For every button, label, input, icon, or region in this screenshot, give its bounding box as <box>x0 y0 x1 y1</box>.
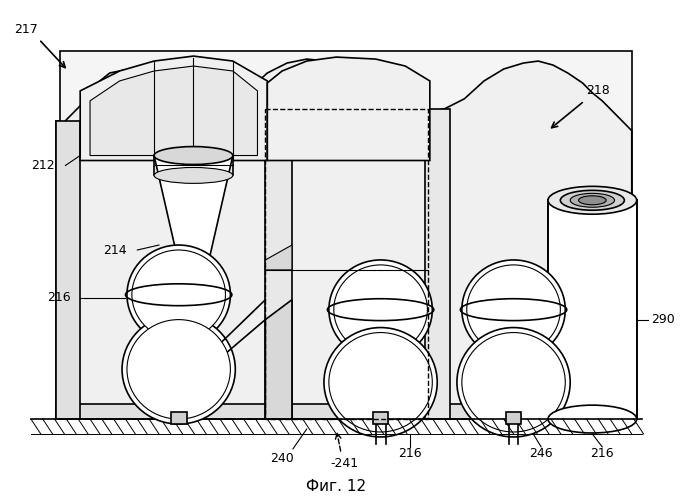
Text: 290: 290 <box>652 313 675 326</box>
Text: 212: 212 <box>31 159 54 172</box>
Text: -241: -241 <box>330 458 358 470</box>
Text: Фиг. 12: Фиг. 12 <box>306 479 366 494</box>
Text: 218: 218 <box>586 84 610 98</box>
Text: 216: 216 <box>47 291 70 304</box>
Ellipse shape <box>154 146 233 164</box>
Polygon shape <box>154 156 233 285</box>
Bar <box>266 109 428 419</box>
Text: 214: 214 <box>103 244 127 256</box>
Ellipse shape <box>178 330 208 340</box>
Ellipse shape <box>154 168 233 184</box>
Polygon shape <box>61 51 632 419</box>
Polygon shape <box>548 200 637 419</box>
Polygon shape <box>266 300 292 419</box>
Text: 240: 240 <box>270 452 294 466</box>
Polygon shape <box>425 109 449 419</box>
Ellipse shape <box>329 260 432 360</box>
Ellipse shape <box>178 362 208 372</box>
Polygon shape <box>90 66 257 156</box>
Ellipse shape <box>548 405 637 433</box>
Ellipse shape <box>457 328 570 437</box>
Ellipse shape <box>329 332 432 432</box>
Text: 246: 246 <box>529 448 553 460</box>
Polygon shape <box>506 412 522 424</box>
Ellipse shape <box>132 250 225 340</box>
Ellipse shape <box>579 196 606 205</box>
Text: 217: 217 <box>14 22 38 36</box>
Ellipse shape <box>127 320 230 419</box>
Polygon shape <box>61 59 632 419</box>
Ellipse shape <box>127 245 230 344</box>
Polygon shape <box>266 111 292 419</box>
Polygon shape <box>56 404 637 419</box>
Polygon shape <box>56 120 80 419</box>
Ellipse shape <box>548 186 637 214</box>
Ellipse shape <box>570 194 614 207</box>
Ellipse shape <box>178 298 208 308</box>
Ellipse shape <box>466 265 560 354</box>
Ellipse shape <box>462 332 565 432</box>
Ellipse shape <box>462 260 565 360</box>
Polygon shape <box>171 412 187 424</box>
Ellipse shape <box>324 328 437 437</box>
Polygon shape <box>56 120 61 419</box>
Polygon shape <box>266 245 292 270</box>
Polygon shape <box>373 412 388 424</box>
Ellipse shape <box>122 314 236 424</box>
Polygon shape <box>268 57 430 160</box>
Ellipse shape <box>178 314 208 324</box>
Polygon shape <box>154 156 233 176</box>
Ellipse shape <box>334 265 428 354</box>
Text: 216: 216 <box>398 448 422 460</box>
Ellipse shape <box>560 190 624 210</box>
Text: 216: 216 <box>590 448 614 460</box>
Polygon shape <box>80 56 268 160</box>
Ellipse shape <box>178 346 208 356</box>
